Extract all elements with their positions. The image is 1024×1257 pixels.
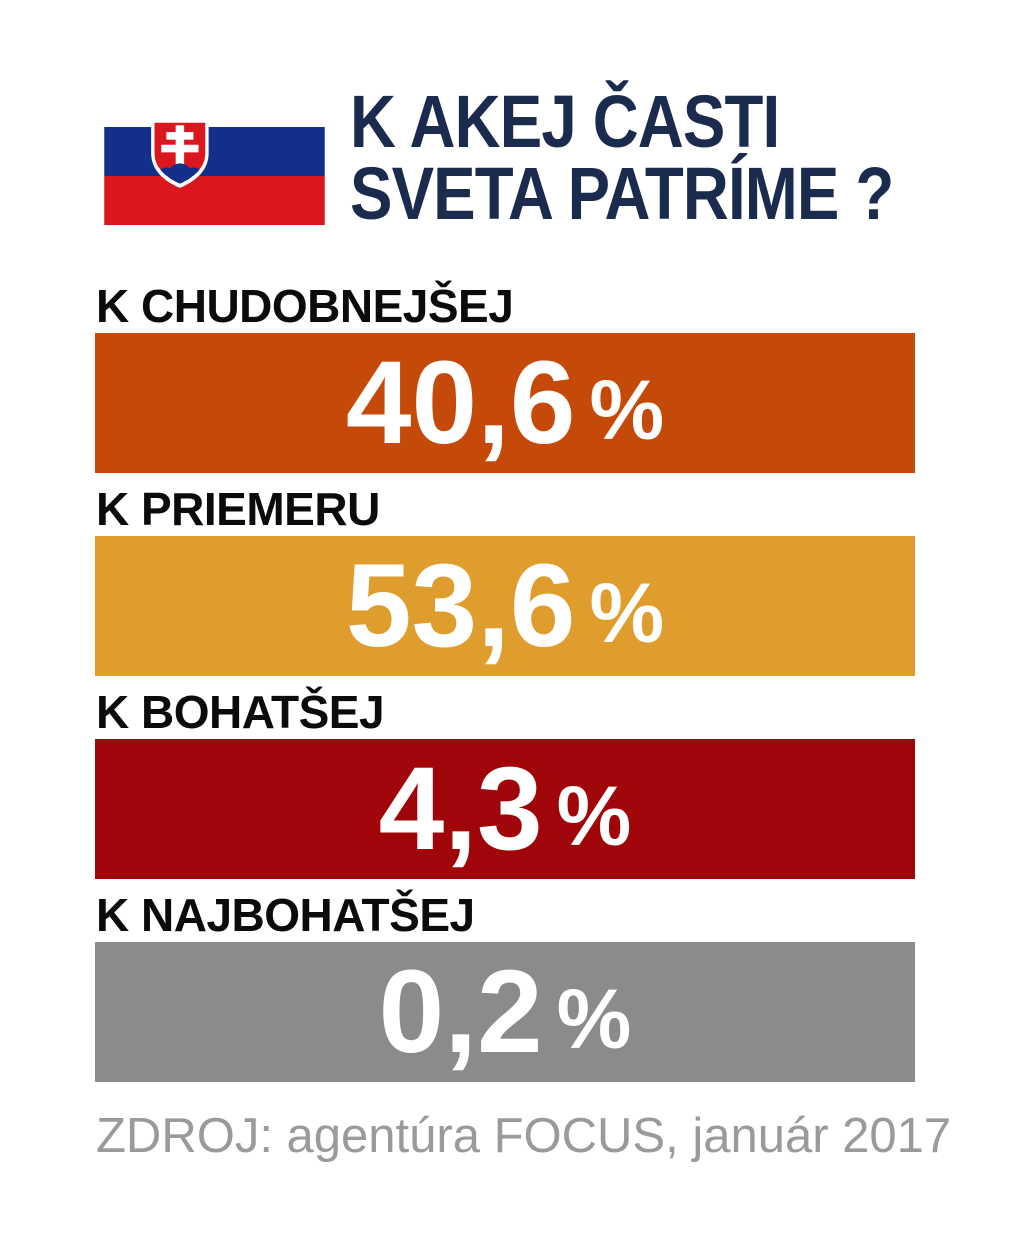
bar: 53,6% [95,536,915,676]
bar-value: 0,2% [95,942,915,1082]
chart-row-average: K PRIEMERU 53,6% [0,482,1024,676]
bar: 40,6% [95,333,915,473]
chart-row-richer: K BOHATŠEJ 4,3% [0,685,1024,879]
bar: 0,2% [95,942,915,1082]
bar-value-number: 53,6 [345,540,576,672]
bar-value: 4,3% [95,739,915,879]
bar-value-unit: % [556,769,632,863]
bar-value: 53,6% [95,536,915,676]
bar-label: K BOHATŠEJ [96,686,385,738]
slovak-flag-svg [104,78,325,225]
bar-value-unit: % [589,363,665,457]
page-title: K AKEJ ČASTI SVETA PATRÍME ? [350,80,894,235]
bar-label: K NAJBOHATŠEJ [96,889,475,941]
bar-value-number: 0,2 [378,946,543,1078]
bar-value-unit: % [589,566,665,660]
slovak-coat-of-arms [151,119,209,188]
bar-label: K PRIEMERU [96,483,380,535]
bar-label: K CHUDOBNEJŠEJ [96,280,514,332]
page-title-line1: K AKEJ ČASTI [350,80,780,163]
bar: 4,3% [95,739,915,879]
bar-value: 40,6% [95,333,915,473]
page-title-line2: SVETA PATRÍME ? [350,152,894,235]
slovak-flag-icon [97,78,332,225]
bar-value-unit: % [556,972,632,1066]
bar-value-number: 40,6 [345,337,576,469]
chart-row-richest: K NAJBOHATŠEJ 0,2% [0,888,1024,1082]
bar-value-number: 4,3 [378,743,543,875]
source-credit: ZDROJ: agentúra FOCUS, január 2017 [96,1109,952,1163]
chart-row-poorer: K CHUDOBNEJŠEJ 40,6% [0,279,1024,473]
